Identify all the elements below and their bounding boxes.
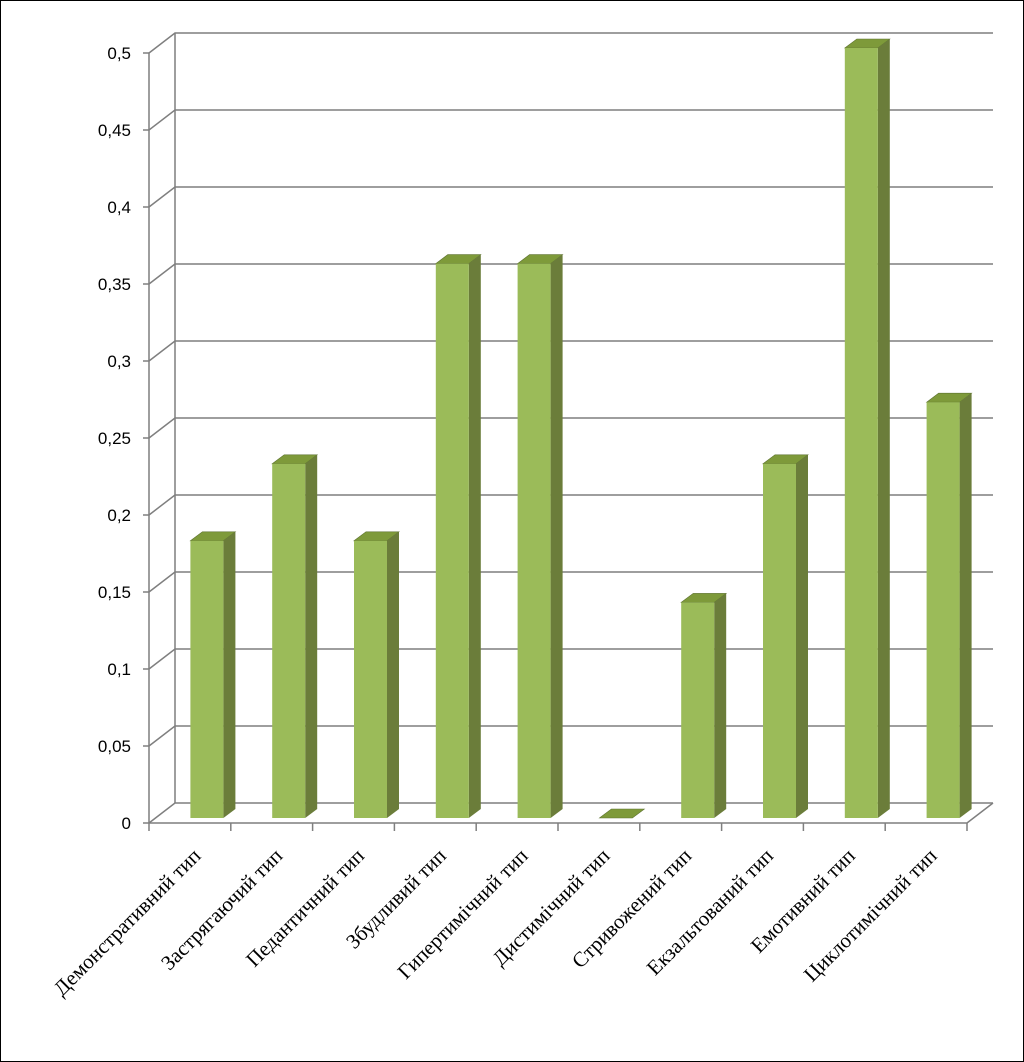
bar — [189, 531, 237, 818]
y-tick-label: 0,15 — [98, 583, 131, 602]
bar-front — [190, 540, 224, 818]
y-tick-labels: 0 0,05 0,1 0,15 0,2 0,25 0,3 0,35 0,4 0,45 0,5 — [98, 44, 131, 833]
bar — [434, 254, 482, 819]
bar-side — [223, 531, 236, 818]
bar — [598, 808, 646, 819]
bar-side — [387, 531, 399, 818]
bars — [189, 38, 973, 819]
y-tick-label: 0,2 — [107, 506, 131, 525]
bar-front — [926, 402, 960, 818]
bar — [680, 593, 728, 818]
y-tick-label: 0,3 — [107, 352, 131, 371]
bar-side — [468, 254, 481, 819]
axes — [143, 33, 994, 831]
bar-front — [517, 263, 551, 819]
y-tick-label: 0,35 — [98, 275, 131, 294]
bar-side — [796, 454, 808, 818]
bar-front — [435, 263, 469, 819]
bar-top — [598, 808, 646, 819]
bar-side — [714, 593, 727, 818]
bar — [843, 38, 891, 818]
bar-side — [959, 393, 972, 818]
y-tick-label: 0,4 — [107, 198, 131, 217]
y-tick-label: 0,45 — [98, 121, 131, 140]
y-tick-label: 0,05 — [98, 737, 131, 756]
y-tick-label: 0,5 — [107, 44, 131, 63]
bar-front — [763, 463, 796, 818]
bar — [516, 254, 564, 819]
y-tick-label: 0,25 — [98, 429, 131, 448]
bar-front — [681, 602, 715, 818]
bar — [271, 454, 319, 818]
bar-front — [844, 48, 878, 818]
bar-side — [305, 454, 318, 818]
bar-front — [354, 540, 387, 818]
category-label: Демонстративний тип — [49, 844, 206, 1001]
bar-front — [272, 463, 306, 818]
bar — [762, 454, 809, 818]
bar — [353, 531, 400, 818]
y-tick-label: 0 — [122, 814, 131, 833]
bar — [925, 392, 973, 818]
bar-side — [877, 39, 890, 818]
y-tick-label: 0,1 — [107, 660, 131, 679]
bar-side — [550, 254, 563, 819]
